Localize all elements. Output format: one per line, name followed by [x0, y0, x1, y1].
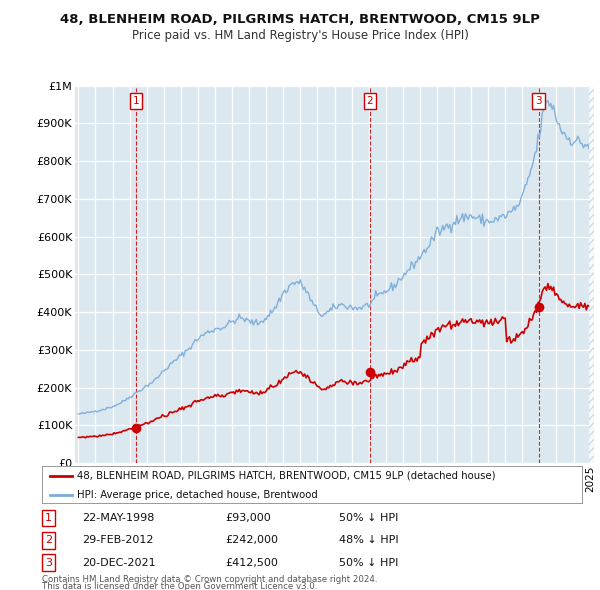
Text: 50% ↓ HPI: 50% ↓ HPI [339, 558, 398, 568]
Text: 3: 3 [45, 558, 52, 568]
Text: £412,500: £412,500 [226, 558, 278, 568]
Text: HPI: Average price, detached house, Brentwood: HPI: Average price, detached house, Bren… [77, 490, 318, 500]
Text: 29-FEB-2012: 29-FEB-2012 [83, 535, 154, 545]
Text: 2: 2 [367, 96, 373, 106]
Text: £93,000: £93,000 [226, 513, 271, 523]
Text: 50% ↓ HPI: 50% ↓ HPI [339, 513, 398, 523]
Text: 48, BLENHEIM ROAD, PILGRIMS HATCH, BRENTWOOD, CM15 9LP (detached house): 48, BLENHEIM ROAD, PILGRIMS HATCH, BRENT… [77, 471, 496, 481]
Text: Contains HM Land Registry data © Crown copyright and database right 2024.: Contains HM Land Registry data © Crown c… [42, 575, 377, 584]
Text: Price paid vs. HM Land Registry's House Price Index (HPI): Price paid vs. HM Land Registry's House … [131, 30, 469, 42]
Text: 48, BLENHEIM ROAD, PILGRIMS HATCH, BRENTWOOD, CM15 9LP: 48, BLENHEIM ROAD, PILGRIMS HATCH, BRENT… [60, 13, 540, 26]
Text: 20-DEC-2021: 20-DEC-2021 [83, 558, 156, 568]
Text: 48% ↓ HPI: 48% ↓ HPI [339, 535, 398, 545]
Text: 22-MAY-1998: 22-MAY-1998 [83, 513, 155, 523]
Text: 1: 1 [45, 513, 52, 523]
Text: £242,000: £242,000 [226, 535, 278, 545]
Text: 2: 2 [45, 535, 52, 545]
Text: 1: 1 [133, 96, 139, 106]
Text: This data is licensed under the Open Government Licence v3.0.: This data is licensed under the Open Gov… [42, 582, 317, 590]
Text: 3: 3 [535, 96, 542, 106]
